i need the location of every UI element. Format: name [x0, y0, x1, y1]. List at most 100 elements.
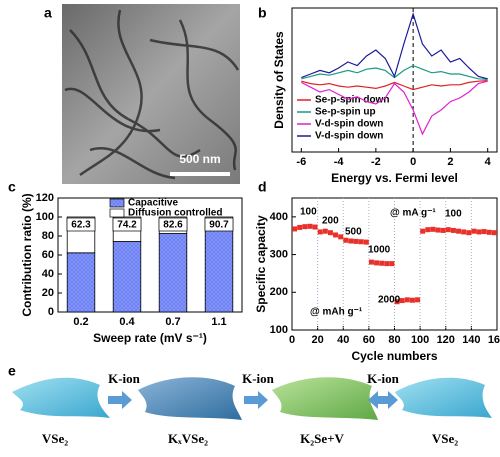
y-tick-label: 100	[36, 211, 54, 223]
data-point	[374, 260, 380, 266]
x-tick-label: 0.2	[73, 316, 88, 328]
data-point	[491, 230, 497, 236]
data-point	[307, 223, 313, 229]
annotation: 1000	[368, 245, 391, 256]
data-point	[333, 232, 339, 238]
annotation: 500	[345, 227, 362, 238]
value-label: 74.2	[117, 220, 137, 231]
y-axis-label: Specific capacity	[254, 215, 268, 313]
panel-label: b	[258, 5, 267, 21]
x-tick-label: 0	[410, 156, 416, 168]
legend-label: V-d-spin down	[315, 119, 383, 130]
bar-segment	[158, 233, 188, 313]
y-tick-label: 60	[42, 249, 54, 261]
tem-image: 500 nm	[62, 4, 240, 184]
arrow-label: K-ion	[108, 371, 141, 386]
data-point	[415, 297, 421, 303]
panel-label: e	[8, 363, 16, 379]
node-label: VSe₂	[42, 431, 68, 446]
y-axis-label: Contribution ratio (%)	[20, 193, 34, 316]
legend-label: Se-p-spin down	[315, 95, 389, 106]
x-axis-label: Cycle numbers	[351, 349, 437, 363]
annotation: @ mA g⁻¹	[390, 208, 436, 219]
data-point	[486, 229, 492, 235]
x-tick-label: 2	[447, 156, 453, 168]
dos-line	[301, 80, 488, 91]
data-point	[430, 226, 436, 232]
panel-label: d	[258, 179, 267, 195]
y-tick-label: 120	[36, 192, 54, 204]
value-label-box	[112, 217, 142, 232]
value-label-box	[66, 217, 96, 232]
data-point	[471, 228, 477, 234]
diagram: K-ion K-ion K-ion VSe₂ KₓVSe₂ K₂Se+V VSe…	[12, 371, 492, 446]
dos-line	[301, 80, 488, 136]
data-point	[440, 227, 446, 233]
bar-segment	[66, 252, 96, 313]
data-point	[363, 239, 369, 245]
data-point	[481, 229, 487, 235]
data-point	[456, 228, 462, 234]
data-point	[425, 227, 431, 233]
node-label: K₂Se+V	[300, 431, 344, 446]
y-tick-label: 0	[48, 306, 54, 318]
x-tick-label: 40	[337, 334, 349, 346]
bar-segment	[112, 241, 142, 313]
plot-frame	[291, 7, 498, 153]
legend-label: V-d-spin down	[315, 131, 383, 142]
legend-label: Capacitive	[128, 198, 178, 209]
data-point	[476, 229, 482, 235]
data-point	[389, 261, 395, 267]
data-point	[394, 299, 400, 305]
data-point	[338, 234, 344, 240]
data-point	[322, 228, 328, 234]
y-tick-label: 200	[270, 286, 288, 298]
scale-bar-label: 500 nm	[179, 152, 220, 166]
x-tick-label: 120	[437, 334, 455, 346]
x-tick-label: -6	[296, 156, 306, 168]
node-label: VSe₂	[432, 431, 458, 446]
value-label-box	[158, 217, 188, 232]
annotation: 100	[445, 209, 462, 220]
data-point	[420, 228, 426, 234]
annotation: 100	[300, 207, 317, 218]
data-point	[343, 237, 349, 243]
legend-label: Diffusion controlled	[128, 208, 222, 219]
x-tick-label: 20	[312, 334, 324, 346]
data-point	[404, 297, 410, 303]
x-tick-label: 0.7	[165, 316, 180, 328]
data-point	[312, 224, 318, 230]
data-point	[317, 229, 323, 235]
x-tick-label: 0	[289, 334, 295, 346]
x-tick-label: -2	[371, 156, 381, 168]
legend-label: Se-p-spin up	[315, 107, 376, 118]
annotation: 200	[322, 216, 339, 227]
panel-label: c	[8, 179, 16, 195]
value-label: 62.3	[71, 220, 91, 231]
data-point	[384, 261, 390, 267]
bar-segment	[204, 225, 234, 313]
x-tick-label: 60	[363, 334, 375, 346]
dos-line	[301, 11, 488, 80]
legend-swatch	[109, 208, 125, 218]
y-tick-label: 80	[42, 230, 54, 242]
data-point	[368, 259, 374, 265]
x-tick-label: 4	[485, 156, 492, 168]
legend-swatch	[109, 198, 125, 208]
y-tick-label: 100	[270, 324, 288, 336]
x-axis-label: Energy vs. Fermi level	[331, 171, 458, 185]
value-label-box	[204, 217, 234, 232]
data-point	[297, 224, 303, 230]
y-tick-label: 300	[270, 248, 288, 260]
y-axis-label: Density of States	[272, 31, 286, 129]
data-point	[358, 239, 364, 245]
x-tick-label: 160	[488, 334, 500, 346]
y-tick-label: 40	[42, 268, 54, 280]
data-point	[466, 230, 472, 236]
y-tick-label: 400	[270, 211, 288, 223]
x-axis-label: Sweep rate (mV s⁻¹)	[93, 331, 207, 345]
arrow-label: K-ion	[367, 371, 400, 386]
annotation: @ mAh g⁻¹	[310, 307, 363, 318]
